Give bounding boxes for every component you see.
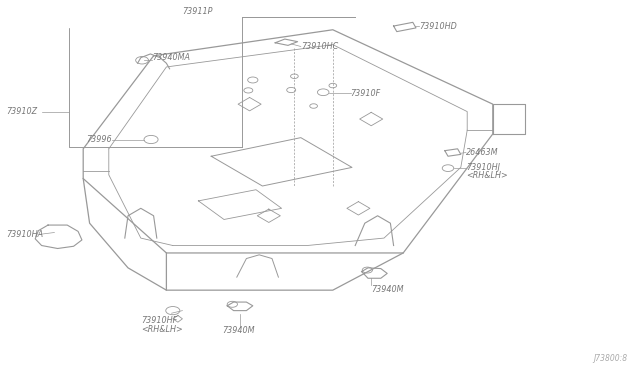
Text: 73910F: 73910F — [351, 89, 381, 98]
Text: 73910HA: 73910HA — [6, 230, 44, 239]
Text: 73940M: 73940M — [371, 285, 404, 294]
Text: 73940M: 73940M — [223, 326, 255, 335]
Text: J73800:8: J73800:8 — [593, 354, 627, 363]
Text: 73940MA: 73940MA — [152, 53, 190, 62]
Text: 73910HJ: 73910HJ — [466, 163, 500, 172]
Text: 26463M: 26463M — [466, 148, 499, 157]
Text: 73910HD: 73910HD — [419, 22, 457, 31]
Text: 73996: 73996 — [86, 135, 112, 144]
Text: 73910HF: 73910HF — [141, 316, 177, 325]
Text: 73910Z: 73910Z — [6, 107, 38, 116]
Text: 73910HC: 73910HC — [301, 42, 338, 51]
Text: 73911P: 73911P — [182, 7, 213, 16]
Text: <RH&LH>: <RH&LH> — [466, 171, 508, 180]
Text: <RH&LH>: <RH&LH> — [141, 325, 182, 334]
